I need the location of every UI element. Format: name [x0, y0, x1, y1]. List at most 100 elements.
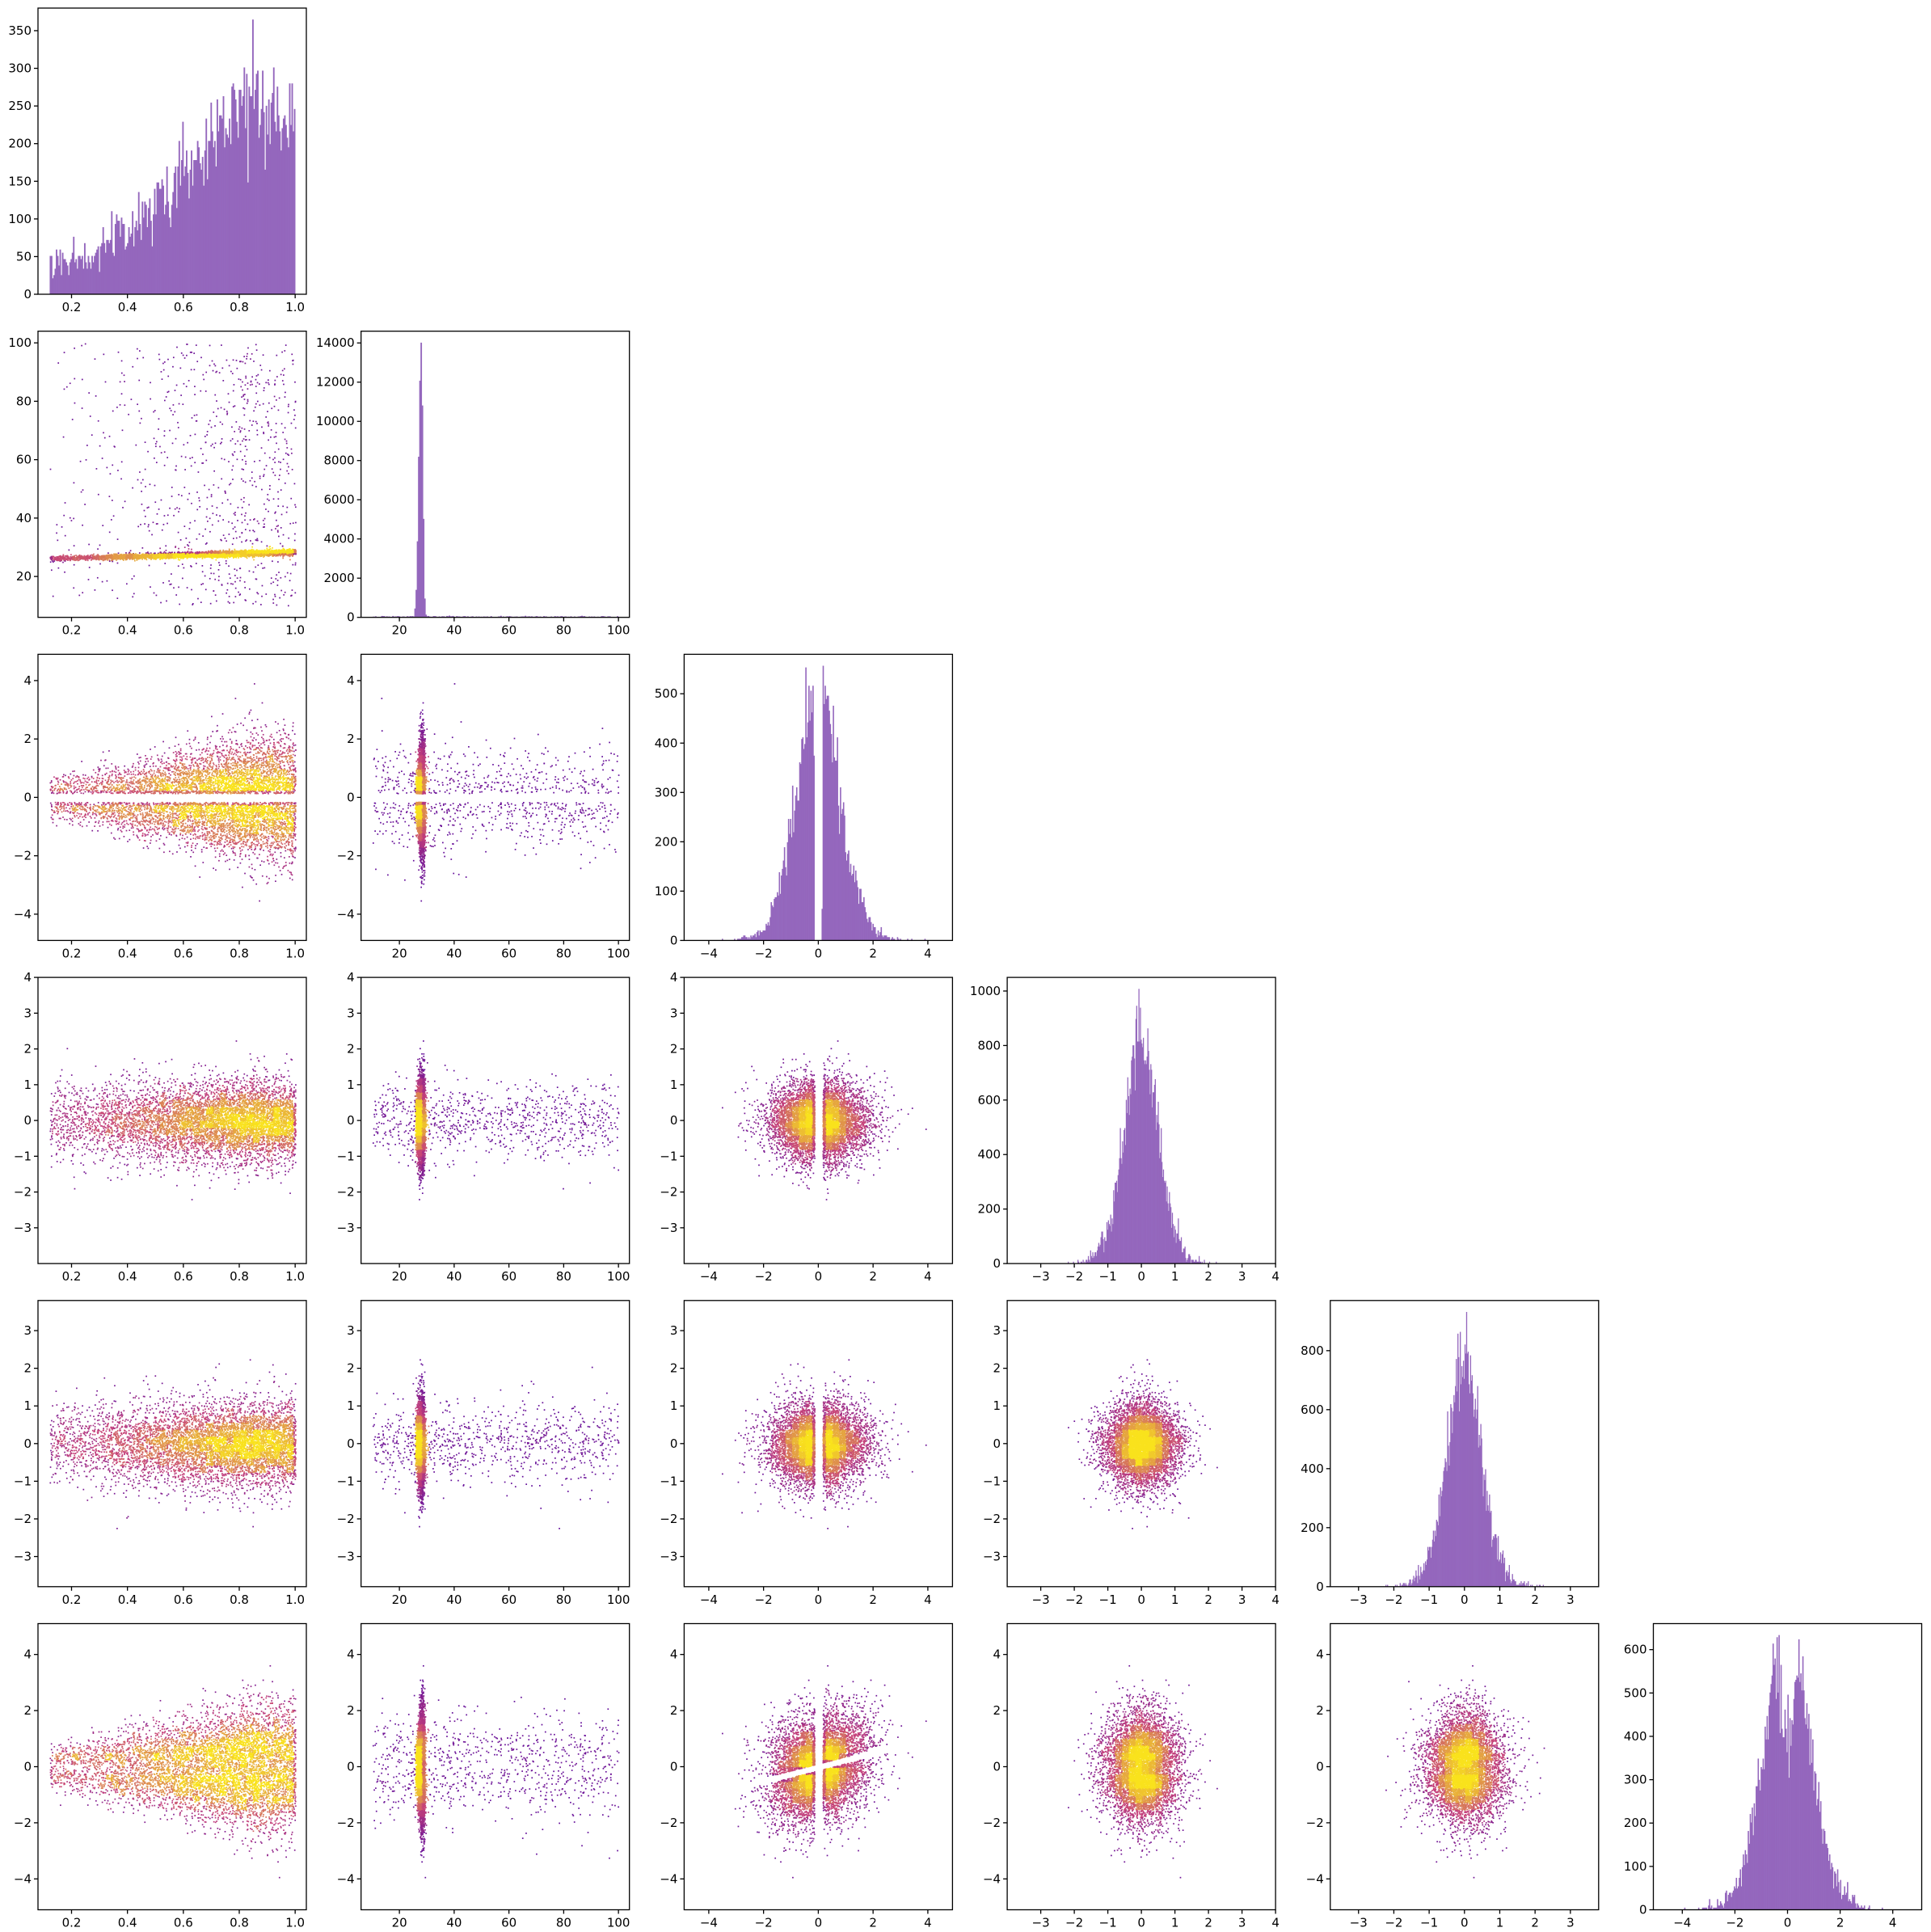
scatter-point — [277, 525, 279, 526]
scatter-point — [141, 418, 142, 420]
scatter-point — [91, 559, 92, 561]
scatter-point — [288, 412, 289, 414]
histogram-ytick-label: 400 — [1624, 1729, 1647, 1744]
scatter-point — [259, 383, 260, 385]
scatter-point — [280, 469, 281, 470]
scatter-point — [268, 421, 269, 423]
scatter-points — [49, 344, 296, 607]
scatter-point — [260, 604, 262, 605]
scatter-point — [293, 360, 294, 361]
scatter-point — [216, 400, 217, 402]
scatter-point — [124, 500, 126, 502]
scatter-point — [120, 382, 121, 383]
histogram-ytick-label: 2000 — [324, 571, 355, 585]
scatter-point — [264, 567, 265, 569]
scatter-point — [228, 461, 230, 462]
scatter-point — [176, 507, 178, 508]
histogram-ytick-label: 12000 — [316, 375, 355, 390]
histogram-ytick-label: 600 — [977, 1093, 1001, 1107]
scatter-point — [64, 352, 65, 353]
scatter-point — [261, 426, 263, 428]
scatter-point — [62, 562, 64, 563]
scatter-point — [286, 441, 288, 442]
scatter-point — [78, 595, 80, 597]
histogram-ytick-label: 0 — [1316, 1580, 1324, 1594]
scatter-point — [261, 369, 263, 371]
scatter-point — [264, 474, 265, 475]
scatter-point — [264, 504, 265, 505]
histogram-xtick-label: 4 — [924, 946, 932, 960]
scatter-point — [194, 462, 196, 463]
scatter-point — [276, 399, 277, 401]
scatter-point — [109, 496, 111, 497]
scatter-point — [204, 436, 206, 437]
scatter-point — [124, 404, 125, 406]
scatter-point — [232, 543, 234, 545]
scatter-point — [135, 553, 137, 555]
scatter-point — [268, 424, 269, 425]
scatter-point — [178, 532, 179, 534]
scatter-point — [268, 382, 269, 384]
histogram-xtick-label: 2 — [1531, 1592, 1539, 1607]
scatter-point — [276, 520, 277, 521]
scatter-point — [169, 552, 171, 554]
scatter-point — [285, 344, 287, 346]
scatter-point — [240, 386, 242, 388]
scatter-point — [245, 445, 247, 447]
scatter-point — [209, 531, 211, 533]
scatter-point — [281, 423, 283, 424]
scatter-point — [167, 359, 169, 361]
scatter-point — [74, 378, 75, 380]
scatter-point — [206, 508, 208, 510]
scatter-point — [234, 514, 236, 516]
scatter-point — [210, 567, 212, 569]
histogram-bar — [1864, 1905, 1866, 1909]
scatter-point — [255, 403, 257, 405]
scatter-point — [233, 538, 234, 539]
scatter-point — [215, 442, 217, 444]
scatter-point — [134, 560, 136, 562]
scatter-point — [282, 380, 284, 382]
scatter-point — [53, 556, 55, 558]
histogram-xtick-label: −3 — [1032, 1269, 1050, 1284]
scatter-point — [221, 424, 223, 425]
scatter-point — [274, 396, 276, 398]
scatter-point — [259, 475, 261, 477]
scatter-point — [231, 522, 233, 524]
scatter-point — [164, 361, 166, 363]
scatter-point — [154, 458, 155, 459]
scatter-point — [268, 440, 269, 441]
histogram-xtick-label: 1.0 — [285, 300, 305, 314]
scatter-point — [153, 411, 154, 413]
scatter-point — [272, 602, 274, 604]
scatter-point — [277, 561, 279, 563]
scatter-point — [229, 484, 230, 486]
histogram-ytick-label: 0 — [993, 1256, 1001, 1271]
histogram-xtick-label: −1 — [1420, 1592, 1438, 1607]
scatter-point — [173, 587, 175, 588]
scatter-point — [191, 503, 192, 504]
histogram-xtick-label: 0 — [1784, 1916, 1792, 1930]
scatter-point — [211, 496, 213, 497]
scatter-point — [162, 582, 164, 584]
scatter-point — [213, 370, 214, 372]
scatter-point — [251, 376, 253, 378]
scatter-point — [276, 423, 277, 424]
scatter-point — [138, 411, 140, 412]
scatter-point — [200, 601, 202, 603]
scatter-point — [267, 499, 268, 500]
scatter-point — [202, 571, 204, 572]
scatter-point — [247, 353, 248, 355]
scatter-point — [243, 415, 245, 416]
histogram-ytick-label: 350 — [8, 23, 32, 38]
scatter-point — [65, 557, 66, 559]
histogram-ytick-label: 200 — [1624, 1816, 1647, 1830]
scatter-point — [189, 528, 191, 529]
scatter-point — [267, 411, 268, 412]
histogram-ytick-label: 400 — [977, 1147, 1001, 1162]
scatter-point — [207, 497, 209, 499]
scatter-point — [97, 577, 99, 579]
scatter-point — [234, 581, 236, 583]
